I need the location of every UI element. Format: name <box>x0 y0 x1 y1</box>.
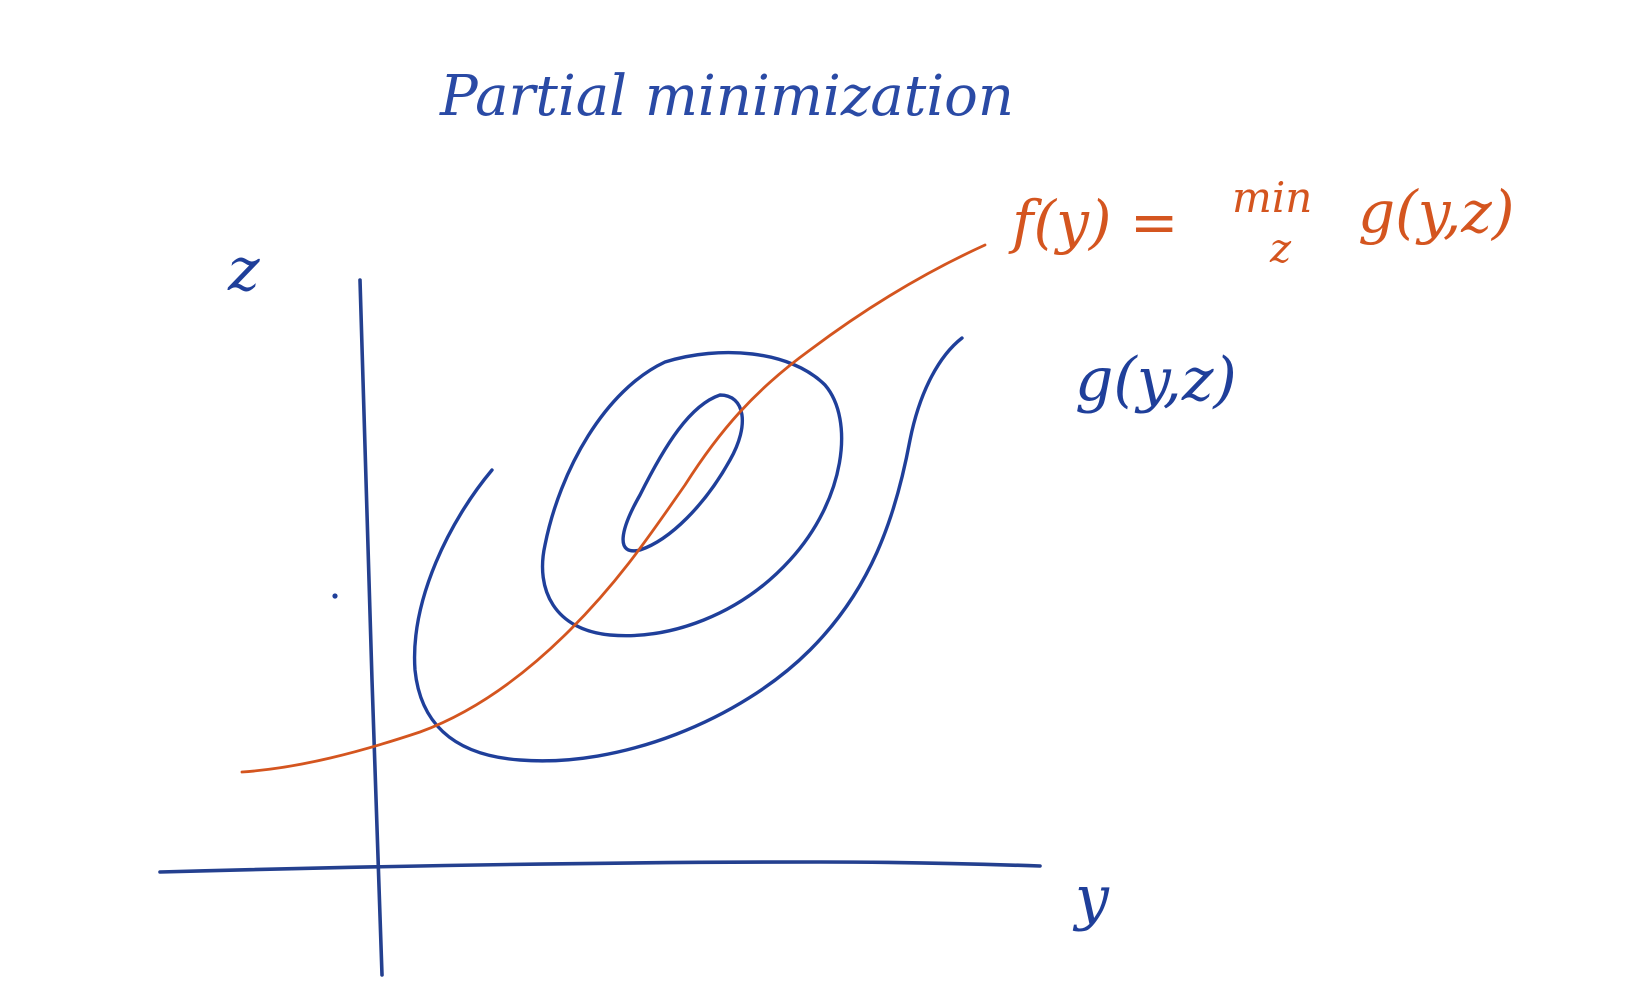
stray-dot <box>332 593 338 599</box>
f-label-sub: z <box>1269 226 1292 272</box>
f-label-tail: g(y,z) <box>1358 178 1514 246</box>
diagram-title: Partial minimization <box>439 64 1014 129</box>
g-label: g(y,z) <box>1075 345 1237 415</box>
z-axis-label: z <box>227 235 260 305</box>
y-axis-line <box>158 860 1042 874</box>
y-axis-label: y <box>1072 863 1110 933</box>
outer-contour <box>412 336 964 763</box>
middle-contour <box>540 350 844 638</box>
z-axis-line <box>358 278 384 977</box>
inner-contour <box>621 393 745 553</box>
minimizer-curve <box>240 243 987 774</box>
f-label-min: min <box>1232 173 1312 222</box>
f-label-main: f(y) = <box>1008 188 1179 256</box>
